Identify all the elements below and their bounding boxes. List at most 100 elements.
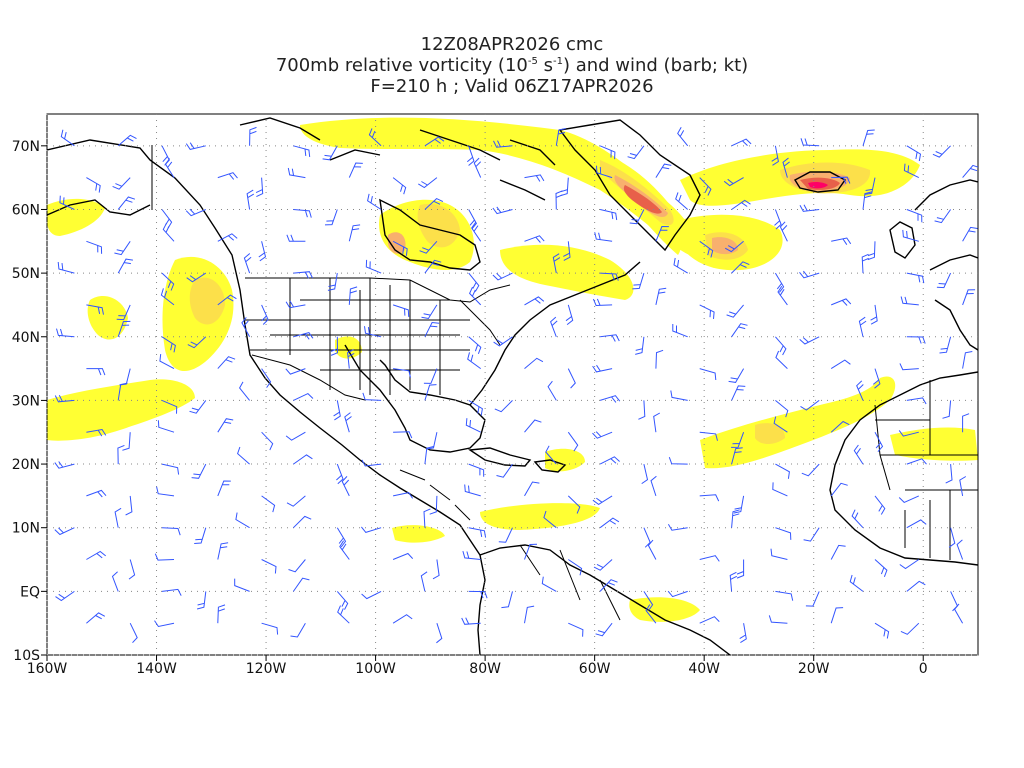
wind-barb — [831, 237, 852, 245]
wind-barb — [600, 272, 619, 281]
wind-barb — [464, 484, 481, 497]
wind-barb — [638, 400, 646, 420]
wind-barb — [293, 271, 313, 279]
border-africa-countries — [874, 380, 978, 560]
wind-barb — [86, 240, 103, 254]
wind-barb — [962, 413, 970, 433]
lon-label-80w: 80W — [469, 661, 501, 677]
wind-barb — [116, 304, 131, 321]
border-us-canada — [245, 277, 511, 303]
wind-barb — [293, 145, 311, 157]
wind-barb — [285, 300, 306, 309]
wind-barb — [462, 550, 481, 560]
wind-barb — [906, 458, 927, 465]
lat-label-10s: 10S — [13, 648, 40, 664]
wind-barb — [392, 614, 413, 624]
wind-barb — [599, 456, 620, 465]
wind-barb — [234, 578, 250, 592]
wind-barb — [361, 459, 382, 467]
wind-barb — [524, 481, 540, 497]
wind-barb — [775, 400, 789, 418]
wind-barb — [870, 304, 878, 325]
wind-barb — [241, 317, 251, 338]
wind-barb — [393, 431, 413, 439]
wind-barb — [655, 287, 667, 306]
wind-barb — [154, 620, 175, 628]
wind-barb — [348, 286, 358, 305]
wind-barb — [117, 444, 125, 465]
wind-barb — [471, 222, 482, 242]
wind-barb — [864, 177, 876, 195]
wind-barb — [285, 431, 306, 441]
wind-barb — [496, 463, 513, 478]
wind-barb — [595, 622, 613, 637]
wind-barb — [724, 240, 744, 253]
wind-barb — [418, 177, 438, 189]
wind-barb — [258, 241, 267, 262]
wind-barb — [324, 209, 338, 226]
wind-barb — [185, 142, 206, 150]
wind-barb — [650, 475, 657, 497]
wind-barb — [906, 580, 926, 592]
wind-barb — [117, 258, 133, 274]
wind-barb — [962, 351, 973, 369]
wind-barb — [524, 235, 545, 243]
wind-barb — [655, 163, 672, 178]
title-line-2-part-c: ) and wind (barb; kt) — [562, 55, 749, 76]
wind-barb — [161, 588, 182, 596]
wind-barb — [420, 571, 428, 592]
wind-barb — [361, 526, 382, 533]
wind-barb — [423, 368, 438, 384]
wind-barb — [426, 432, 438, 450]
wind-barb — [217, 356, 236, 369]
wind-barb — [337, 605, 350, 624]
wind-barb — [770, 548, 788, 560]
wind-barb — [555, 128, 566, 146]
wind-barb — [731, 447, 743, 465]
wind-barb — [161, 399, 178, 414]
wind-barb — [468, 272, 480, 292]
wind-barb — [336, 527, 347, 548]
wind-barb — [641, 463, 649, 485]
wind-barb — [600, 334, 620, 342]
wind-barb — [731, 509, 740, 528]
wind-barb — [114, 507, 122, 528]
wind-barb — [874, 622, 890, 639]
shade-south-atlantic — [629, 597, 700, 622]
coastline-greenland — [558, 119, 701, 252]
coastline-cuba — [467, 447, 532, 467]
wind-barb — [336, 591, 349, 610]
lat-label-eq: EQ — [20, 584, 40, 600]
wind-barb — [473, 157, 482, 178]
longitude-labels: 160W 140W 120W 100W 80W 60W 40W 20W 0 — [27, 661, 928, 677]
wind-barb — [492, 206, 513, 215]
wind-barb — [117, 134, 137, 147]
coastline-british-isles — [889, 221, 916, 259]
wind-barb — [872, 368, 881, 389]
wind-barb — [667, 523, 688, 531]
wind-barb — [599, 395, 621, 403]
wind-barb — [57, 261, 75, 274]
wind-barb — [599, 517, 620, 529]
wind-barb — [699, 177, 712, 196]
lon-label-140w: 140W — [136, 661, 177, 677]
wind-barb — [699, 616, 720, 624]
lon-label-100w: 100W — [355, 661, 396, 677]
wind-barb — [187, 336, 207, 349]
wind-barb — [592, 431, 613, 439]
wind-barb — [255, 177, 264, 198]
wind-barb — [779, 221, 788, 242]
wind-barb — [773, 416, 788, 433]
wind-barb — [547, 380, 557, 401]
axis-ticks — [41, 145, 924, 661]
wind-barb — [853, 444, 864, 465]
wind-barb — [330, 336, 339, 356]
wind-barb — [186, 272, 207, 283]
wind-barb — [436, 623, 443, 644]
wind-barb — [336, 463, 344, 485]
wind-barb — [900, 296, 919, 306]
wind-barb — [906, 209, 923, 223]
wind-barb — [465, 418, 481, 433]
wind-barb — [599, 209, 618, 221]
wind-barb — [643, 591, 654, 611]
